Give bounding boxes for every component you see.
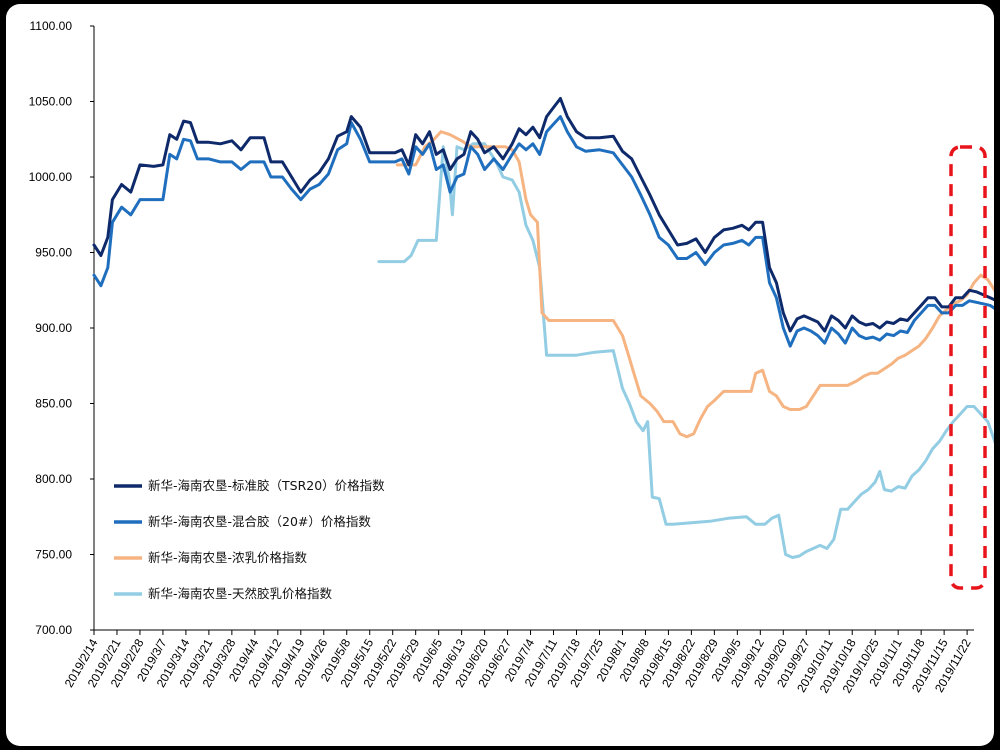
- y-tick-label: 1050.00: [29, 95, 73, 109]
- legend-label-4: 新华-海南农垦-天然胶乳价格指数: [148, 586, 333, 601]
- series-line-2: [92, 115, 994, 348]
- legend-label-2: 新华-海南农垦-混合胶（20#）价格指数: [148, 514, 371, 529]
- y-tick-label: 700.00: [35, 623, 72, 637]
- series-line-3: [395, 130, 994, 439]
- y-tick-label: 900.00: [35, 321, 72, 335]
- chart-frame: 700.00 750.00 800.00 850.00 900.00 950.00 1000…: [6, 4, 994, 746]
- y-axis: 700.00 750.00 800.00 850.00 900.00 950.00 1000…: [29, 19, 95, 637]
- y-tick-label: 950.00: [35, 246, 72, 260]
- line-chart: 700.00 750.00 800.00 850.00 900.00 950.00 1000…: [29, 19, 994, 696]
- y-tick-label: 1000.00: [29, 170, 73, 184]
- legend-label-1: 新华-海南农垦-标准胶（TSR20）价格指数: [148, 478, 385, 493]
- legend: 新华-海南农垦-标准胶（TSR20）价格指数新华-海南农垦-混合胶（20#）价格…: [114, 478, 385, 601]
- latest-week-highlight-box: [949, 145, 987, 590]
- y-tick-label: 850.00: [35, 397, 72, 411]
- x-axis: 2019/2/142019/2/212019/2/282019/3/72019/…: [62, 629, 974, 696]
- y-tick-label: 800.00: [35, 472, 72, 486]
- y-tick-label: 1100.00: [30, 19, 73, 33]
- y-tick-label: 750.00: [35, 548, 72, 562]
- legend-label-3: 新华-海南农垦-浓乳价格指数: [148, 550, 308, 565]
- series-line-4: [377, 142, 994, 559]
- series-lines: [92, 97, 994, 559]
- series-line-1: [92, 97, 994, 333]
